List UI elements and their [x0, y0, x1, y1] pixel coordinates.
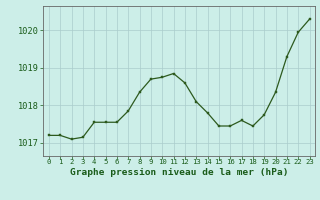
X-axis label: Graphe pression niveau de la mer (hPa): Graphe pression niveau de la mer (hPa) [70, 168, 288, 177]
